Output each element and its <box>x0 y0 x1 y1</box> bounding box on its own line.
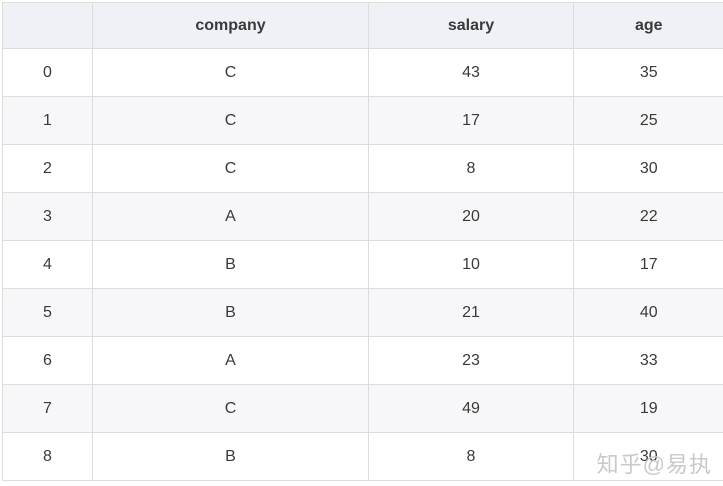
salary-cell: 21 <box>368 288 574 337</box>
company-cell: A <box>92 192 369 241</box>
salary-cell: 17 <box>368 96 574 145</box>
index-cell: 7 <box>2 384 93 433</box>
table-row: 1 C 17 25 <box>2 96 723 145</box>
age-cell: 40 <box>573 288 723 337</box>
salary-cell: 20 <box>368 192 574 241</box>
column-header-salary: salary <box>368 2 574 49</box>
salary-cell: 23 <box>368 336 574 385</box>
column-header-company: company <box>92 2 369 49</box>
table-row: 8 B 8 30 <box>2 432 723 481</box>
salary-cell: 49 <box>368 384 574 433</box>
age-cell: 30 <box>573 144 723 193</box>
salary-cell: 10 <box>368 240 574 289</box>
table-header: company salary age <box>2 2 723 49</box>
table-row: 2 C 8 30 <box>2 144 723 193</box>
age-cell: 33 <box>573 336 723 385</box>
index-cell: 5 <box>2 288 93 337</box>
table-row: 7 C 49 19 <box>2 384 723 433</box>
company-cell: B <box>92 288 369 337</box>
column-header-age: age <box>573 2 723 49</box>
salary-cell: 8 <box>368 144 574 193</box>
table-row: 5 B 21 40 <box>2 288 723 337</box>
age-cell: 17 <box>573 240 723 289</box>
age-cell: 19 <box>573 384 723 433</box>
company-cell: C <box>92 96 369 145</box>
index-cell: 8 <box>2 432 93 481</box>
index-cell: 1 <box>2 96 93 145</box>
table-row: 0 C 43 35 <box>2 48 723 97</box>
company-cell: B <box>92 432 369 481</box>
salary-cell: 43 <box>368 48 574 97</box>
age-cell: 25 <box>573 96 723 145</box>
salary-cell: 8 <box>368 432 574 481</box>
table-row: 4 B 10 17 <box>2 240 723 289</box>
column-header-index <box>2 2 93 49</box>
company-cell: B <box>92 240 369 289</box>
company-cell: A <box>92 336 369 385</box>
index-cell: 6 <box>2 336 93 385</box>
table-body: 0 C 43 35 1 C 17 25 2 C 8 30 3 A 20 22 4… <box>2 48 723 481</box>
age-cell: 22 <box>573 192 723 241</box>
index-cell: 3 <box>2 192 93 241</box>
header-row: company salary age <box>2 2 723 49</box>
index-cell: 0 <box>2 48 93 97</box>
index-cell: 2 <box>2 144 93 193</box>
table-row: 3 A 20 22 <box>2 192 723 241</box>
company-cell: C <box>92 384 369 433</box>
company-cell: C <box>92 48 369 97</box>
index-cell: 4 <box>2 240 93 289</box>
age-cell: 30 <box>573 432 723 481</box>
company-cell: C <box>92 144 369 193</box>
table-row: 6 A 23 33 <box>2 336 723 385</box>
age-cell: 35 <box>573 48 723 97</box>
